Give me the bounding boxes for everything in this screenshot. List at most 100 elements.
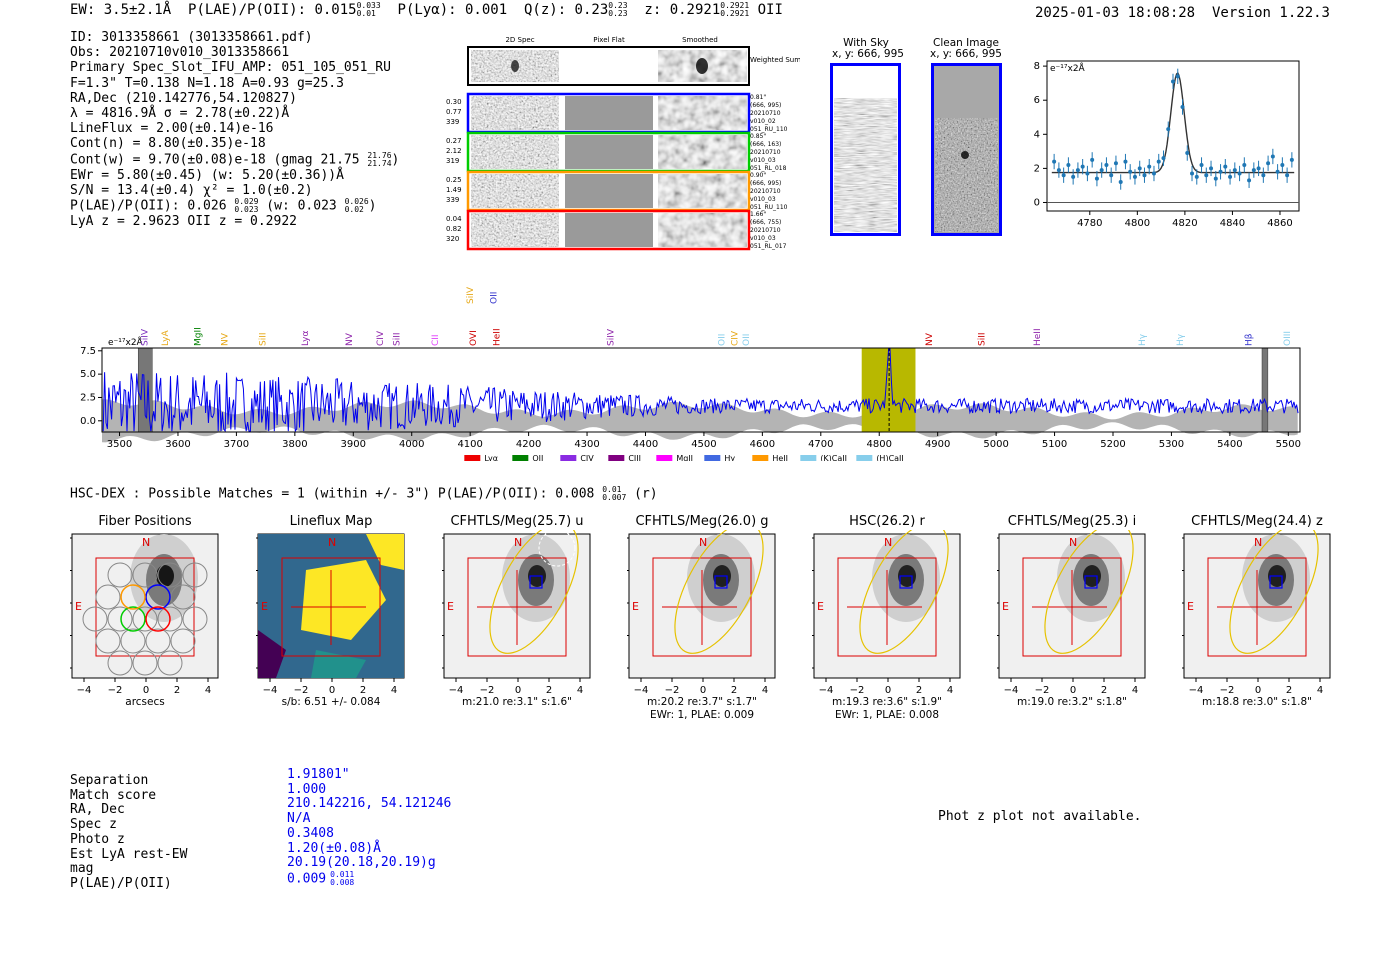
spectrum-axes-frame [101,347,1301,433]
hsc-panel-plot: −4−4−2−2002244NE [70,533,219,696]
fit-point-marker [1242,162,1247,167]
cutout-left-value: 1.49 [446,186,462,194]
source-marker [1084,575,1098,589]
spectrum-ytick-label: 2.5 [80,392,96,403]
emission-line-label: SiIV [466,286,476,304]
spectrum-xtick-label: 4700 [808,439,833,450]
cutout-left-value: 0.77 [446,108,462,116]
hsc-panel: HSC(26.2) r−4−4−2−2002244NEm:19.3 re:3.6… [812,510,978,725]
source-marker [529,575,543,589]
fit-point-marker [1171,79,1175,84]
compass-east: E [632,600,639,613]
clean-image-title: Clean Image x, y: 666, 995 [928,38,1004,60]
match-value-text: 1.000 [287,781,327,797]
source-marker [714,575,728,589]
spectrum-xtick-label: 5300 [1159,439,1184,450]
legend-label: (K)CaII [820,454,847,461]
fit-data-point [1171,73,1175,90]
spectrum-xtick-label: 4400 [633,439,658,450]
fit-point-marker [1228,174,1233,179]
with-sky-xy: x, y: 666, 995 [832,48,904,60]
match-value-text: 1.20(±0.08)Å [287,840,381,856]
emission-line-label: SiII [393,332,403,346]
fit-point-marker [1266,161,1271,166]
fit-data-point [1161,150,1166,166]
fit-data-point [1213,170,1218,187]
hsc-xtick-label: 2 [731,685,737,696]
hsc-xtick-label: 4 [1132,685,1138,696]
header-plae: P(LAE)/P(OII): 0.015 [188,2,357,18]
spectrum-xtick-label: 3900 [341,439,366,450]
spectrum-xtick-label: 3700 [224,439,249,450]
fit-point-marker [1118,180,1123,185]
fit-point-marker [1099,168,1104,173]
hsc-panel-plot: −4−4−2−2002244NE [442,530,591,696]
fiber-circle [132,606,158,632]
emission-line-label: Hγ [1176,333,1186,346]
legend-label: Lyα [484,454,498,461]
hsc-panel: CFHTLS/Meg(24.4) z−4−4−2−2002244NEm:18.8… [1182,510,1348,725]
fit-data-point [1109,167,1114,183]
fit-data-point [1075,162,1080,178]
compass-east: E [1187,600,1194,613]
hsc-xtick-label: −2 [850,685,865,696]
compass-east: E [1002,600,1009,613]
fiber-circle [107,650,133,676]
hsc-xtick-label: 2 [546,685,552,696]
hsc-xtick-label: 4 [205,685,211,696]
cutout-2d-image [471,213,559,247]
cutout-panel: 2D Spec Pixel Flat Smoothed Weighted Sum… [440,34,801,256]
fit-data-point [1123,153,1128,170]
fit-point-marker [1213,176,1218,181]
legend-label: CIII [628,454,641,461]
header-plae-lo: 0.01 [356,9,376,18]
cutout-smooth-image [658,213,747,247]
cutout-svg: 2D Spec Pixel Flat Smoothed Weighted Sum… [446,36,801,251]
fit-point-marker [1285,173,1290,178]
emission-line-label: OII [742,334,752,346]
fit-point-marker [1237,171,1242,176]
fit-point-marker [1142,173,1147,178]
hsc-xtick-label: 4 [947,685,953,696]
spectrum-xtick-label: 4200 [516,439,541,450]
match-value: 20.19(20.18,20.19)g [287,855,451,871]
hsc-panel: CFHTLS/Meg(25.7) u−4−4−2−2002244NEm:21.0… [442,510,608,725]
cutout-right-value: v010_03 [750,235,776,242]
match-value: 1.91801" [287,767,451,783]
legend-label: OII [532,454,543,461]
sky-images [830,63,1002,236]
legend-swatch [560,455,577,461]
legend-swatch [800,455,817,461]
hsc-title-hi: 0.01 [602,485,622,494]
info-plae-lo: 0.023 [234,205,259,215]
emission-line-label: SiII [978,332,988,346]
info-plae-text: P(LAE)/P(OII): 0.026 [70,198,227,214]
info-ewr: EWr = 5.80(±0.45) (w: 5.20(±0.36))Å [70,167,344,183]
cutout-flat-image [565,174,653,208]
lineflux-mid [311,650,366,678]
match-label: mag [70,861,94,877]
emission-line-label: OIII [1283,331,1293,346]
fiber-circle [157,606,183,632]
spectrum-xtick-label: 4600 [750,439,775,450]
hsc-panel-plot: −4−4−2−2002244NE [627,530,776,696]
cutout-left-value: 320 [446,235,459,243]
fit-point-marker [1137,166,1142,171]
fit-point-marker [1190,171,1195,176]
hsc-panel: CFHTLS/Meg(25.3) i−4−4−2−2002244NEm:19.0… [997,510,1163,725]
fit-point-marker [1180,105,1185,110]
match-value-text: 0.009 [287,871,327,887]
fit-data-point [1137,160,1142,177]
cutout-smooth-image [658,96,747,130]
legend-swatch [656,455,673,461]
info-lyaz: LyA z = 2.9623 OII z = 0.2922 [70,214,297,230]
fit-xtick-label: 4860 [1267,218,1292,229]
hsc-xtick-label: −2 [294,685,309,696]
fiber-fourth [145,606,171,632]
hsc-panel-title: CFHTLS/Meg(25.7) u [450,514,584,529]
fit-data-point [1118,174,1123,190]
fiber-circle [95,584,121,610]
cutout-right-value: 20210710 [750,188,781,195]
spectrum-xtick-label: 3800 [282,439,307,450]
hsc-panel: CFHTLS/Meg(26.0) g−4−4−2−2002244NEm:20.2… [627,510,793,725]
